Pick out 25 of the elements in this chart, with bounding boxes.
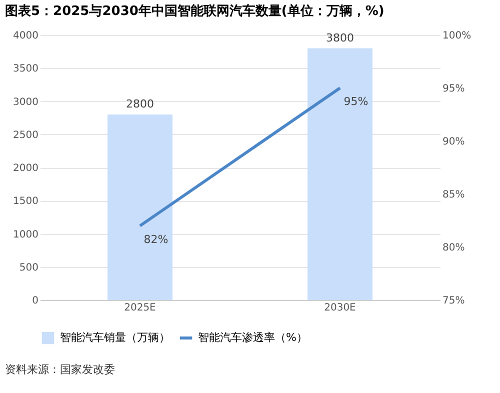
- y-tick-label: 3000: [13, 96, 38, 108]
- data-label: 2800: [126, 98, 154, 110]
- y2-tick-label: 90%: [442, 136, 465, 148]
- y-tick-label: 2000: [13, 163, 38, 174]
- data-label: 95%: [344, 95, 368, 108]
- chart-title: 图表5：2025与2030年中国智能联网汽车数量(单位：万辆，%): [5, 3, 384, 19]
- data-label: 3800: [326, 31, 354, 44]
- legend-label: 智能汽车销量（万辆）: [60, 331, 170, 344]
- y2-tick-label: 95%: [442, 84, 465, 94]
- y2-tick-label: 85%: [442, 190, 465, 200]
- y-tick-label: 1000: [13, 229, 38, 240]
- y-tick-label: 0: [32, 296, 38, 306]
- y-tick-label: 500: [19, 262, 38, 274]
- y2-tick-label: 75%: [442, 296, 465, 306]
- y2-tick-label: 100%: [442, 30, 472, 42]
- legend-label: 智能汽车渗透率（%）: [198, 331, 308, 344]
- y-tick-label: 3500: [13, 64, 38, 75]
- x-tick-label: 2025E: [124, 302, 156, 314]
- y-tick-label: 4000: [13, 30, 38, 42]
- x-tick-label: 2030E: [324, 302, 356, 314]
- y-tick-label: 2500: [13, 130, 38, 141]
- data-label: 82%: [144, 232, 168, 246]
- y-tick-label: 1500: [13, 196, 38, 208]
- text: 资料来源：国家发改委: [5, 363, 115, 376]
- y2-tick-label: 80%: [442, 242, 465, 254]
